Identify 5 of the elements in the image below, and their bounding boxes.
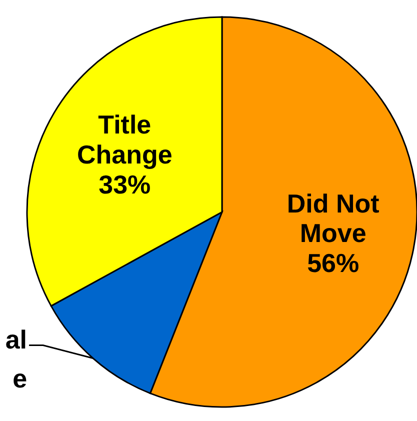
data-label: 33%: [98, 169, 151, 200]
slice-label: Did Not Move: [286, 188, 380, 248]
data-label: 56%: [307, 248, 360, 278]
slice-label: Title Change: [76, 110, 172, 170]
slice-label: al e: [5, 324, 28, 394]
